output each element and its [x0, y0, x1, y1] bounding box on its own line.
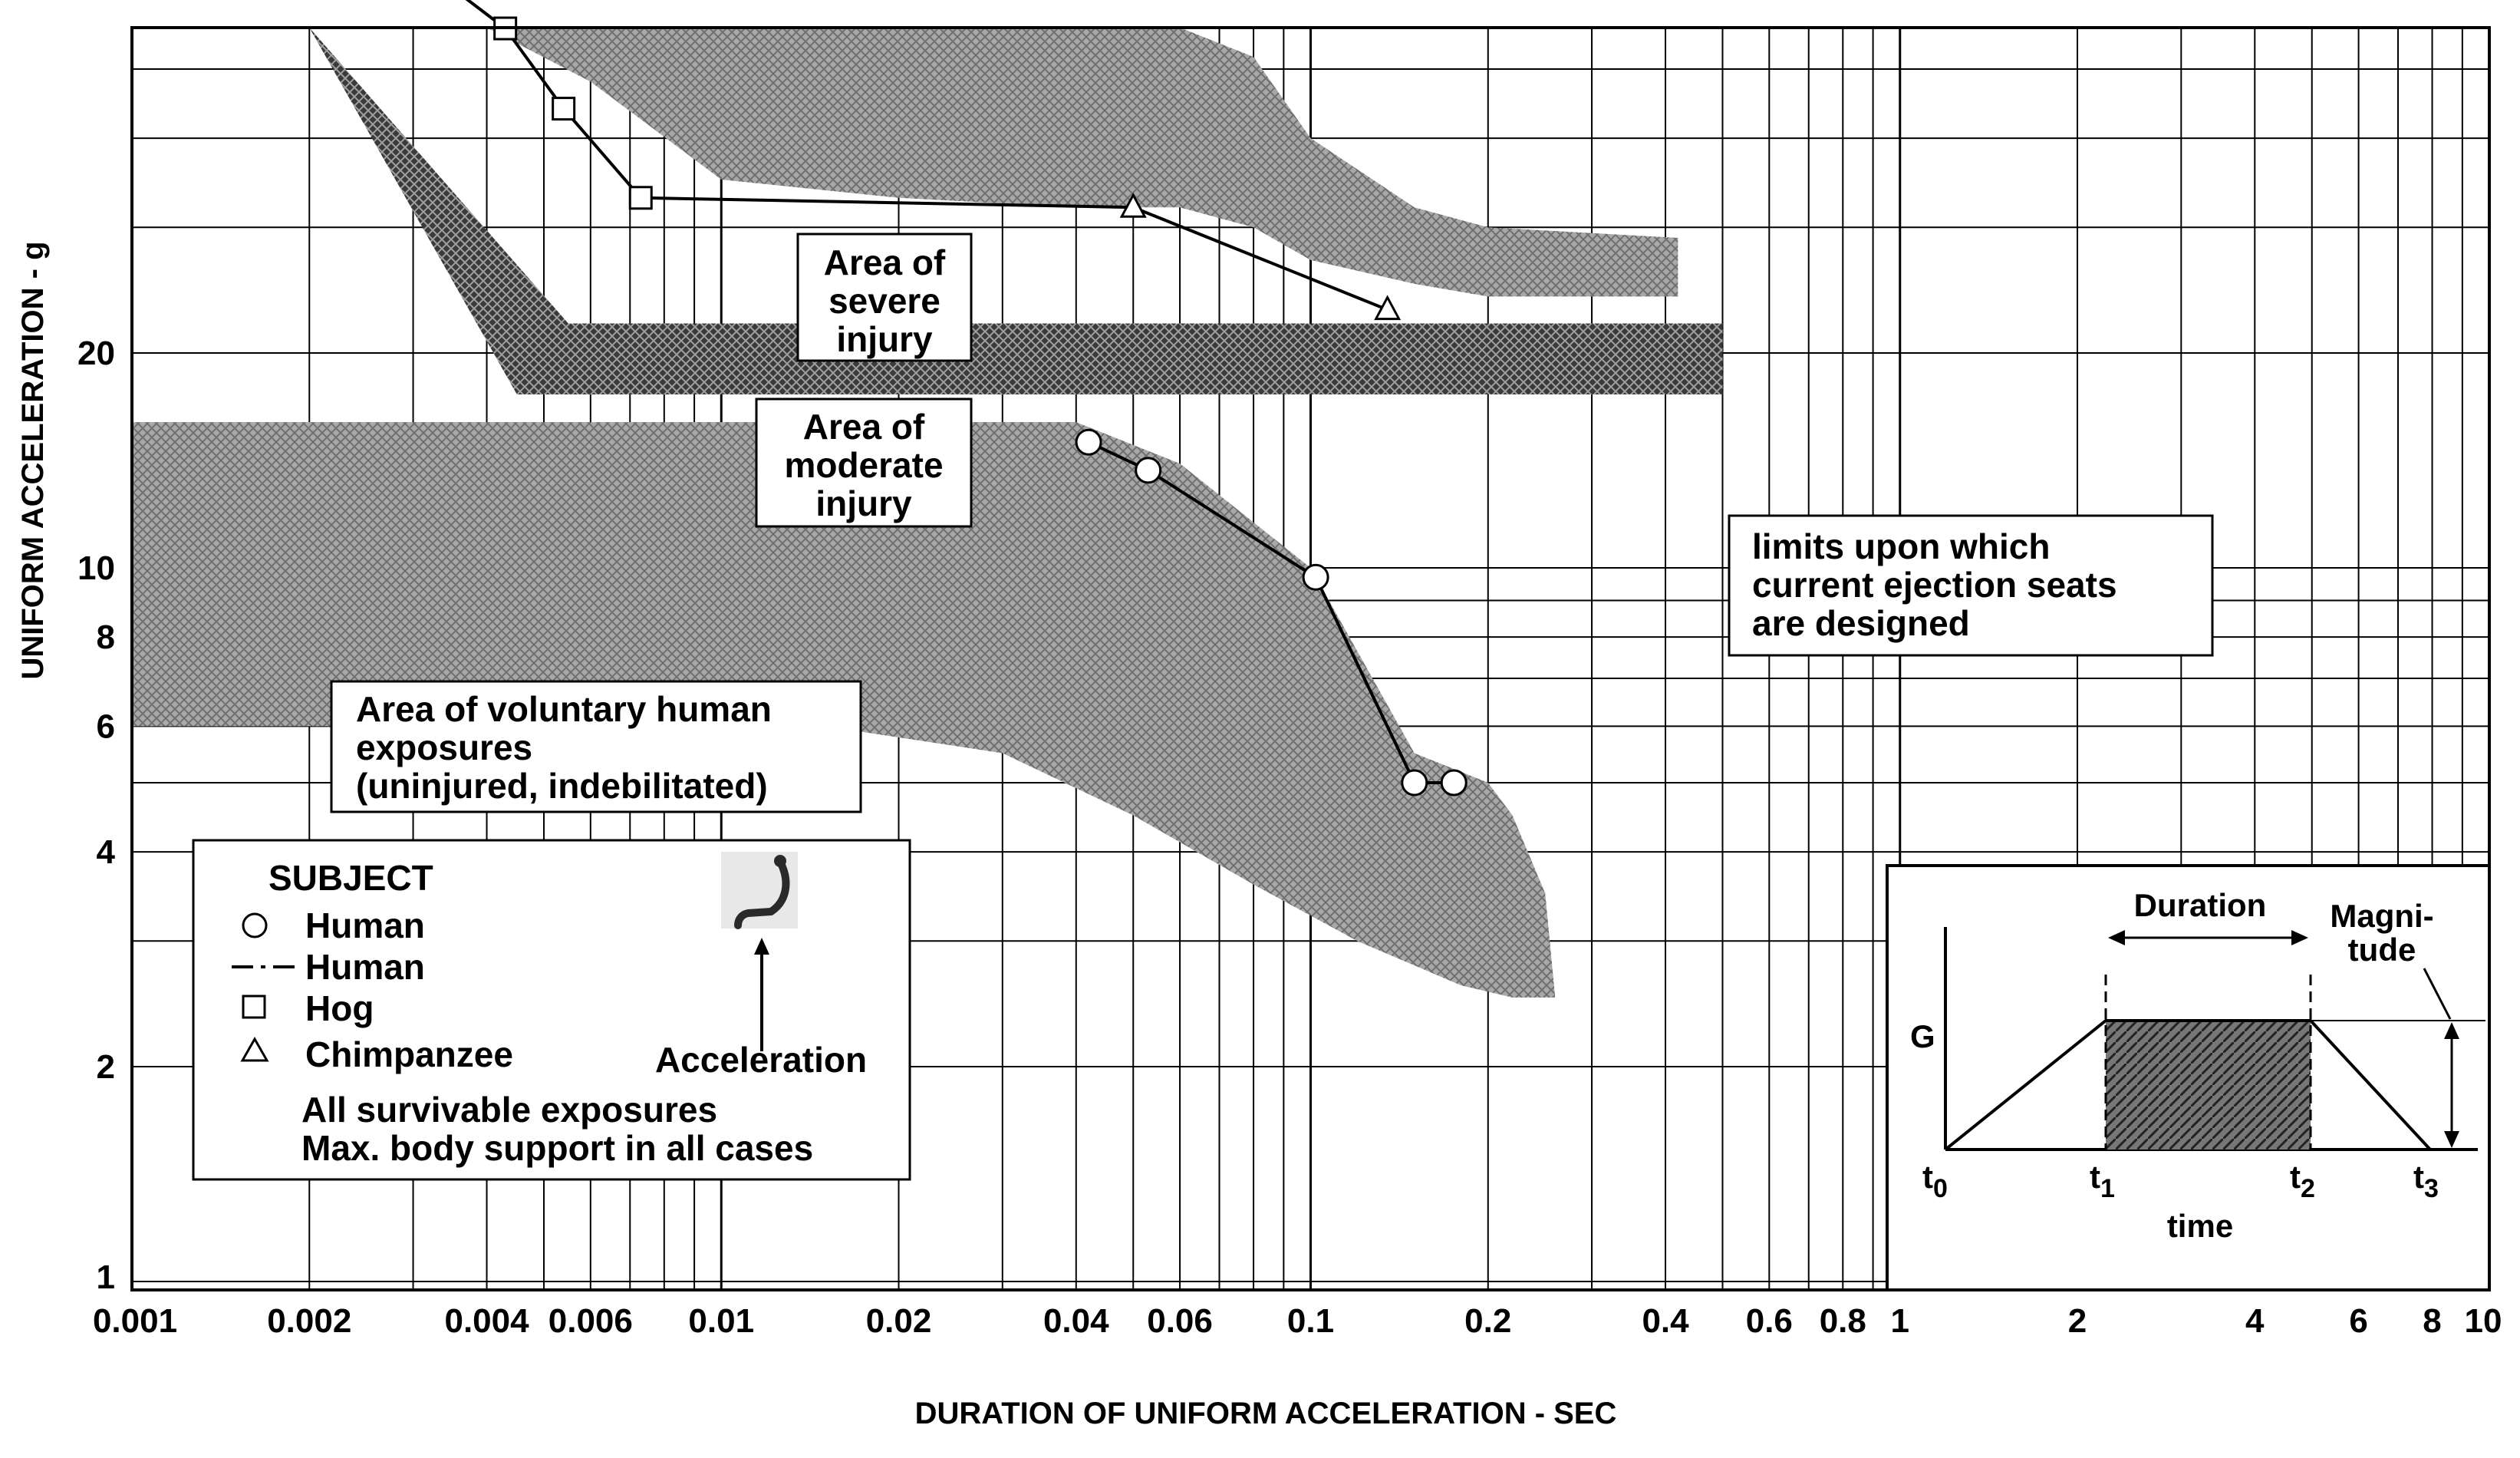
inset-duration-area [2106, 1021, 2311, 1150]
x-tick-label: 0.04 [1043, 1302, 1109, 1340]
x-tick-label: 8 [2423, 1302, 2441, 1340]
data-point-chimpanzee [1119, 193, 1147, 218]
legend-circle-icon [242, 912, 268, 938]
x-tick-label: 0.01 [688, 1302, 754, 1340]
region-severe-injury [321, 28, 1678, 297]
legend-label-hog: Hog [305, 988, 374, 1028]
svg-text:current ejection seats: current ejection seats [1752, 565, 2117, 605]
y-tick-labels: 1 2 4 6 8 10 20 [77, 335, 115, 1296]
y-tick-label: 2 [97, 1048, 115, 1086]
plot-frame [130, 26, 2491, 1291]
svg-text:exposures: exposures [356, 727, 532, 767]
legend: SUBJECT Human Human Hog Chimpanzee All s… [192, 839, 911, 1181]
inset-magnitude-arrowhead-top-icon [2444, 1022, 2459, 1039]
svg-text:Area of: Area of [824, 242, 946, 282]
svg-text:(uninjured, indebilitated): (uninjured, indebilitated) [356, 766, 768, 806]
legend-label-chimpanzee: Chimpanzee [305, 1034, 513, 1074]
annotation-ejection-seats: limits upon which current ejection seats… [1728, 514, 2214, 657]
data-point-hog [628, 186, 653, 210]
svg-text:severe: severe [828, 281, 940, 321]
x-tick-label: 6 [2349, 1302, 2367, 1340]
inset-t1-label: t1 [2090, 1159, 2115, 1203]
x-tick-label: 4 [2245, 1302, 2265, 1340]
x-tick-label: 0.02 [866, 1302, 932, 1340]
x-tick-label: 0.06 [1147, 1302, 1213, 1340]
annotation-severe-injury: Area of severe injury [796, 233, 973, 362]
x-axis-title: DURATION OF UNIFORM ACCELERATION - SEC [915, 1397, 1617, 1430]
acceleration-arrowhead-icon [754, 938, 769, 955]
y-tick-label: 4 [97, 833, 116, 871]
inset-pulse-diagram: Duration Magni- tude G time t0 t1 t2 t3 [1886, 864, 2491, 1291]
inset-magnitude-arrowhead-bottom-icon [2444, 1131, 2459, 1148]
legend-triangle-icon [240, 1036, 269, 1062]
svg-text:moderate: moderate [784, 445, 943, 485]
data-point-human [1302, 563, 1329, 591]
x-tick-label: 0.006 [548, 1302, 633, 1340]
seated-figure-icon [721, 852, 798, 929]
legend-square-icon [242, 995, 266, 1019]
legend-title: SUBJECT [268, 858, 433, 898]
legend-label-human-line: Human [305, 947, 425, 987]
x-tick-label: 0.4 [1642, 1302, 1689, 1340]
x-tick-label: 0.8 [1820, 1302, 1866, 1340]
svg-text:Area of voluntary human: Area of voluntary human [356, 689, 772, 729]
inset-g-label: G [1910, 1018, 1935, 1054]
y-tick-label: 10 [77, 549, 115, 587]
y-tick-label: 8 [97, 618, 115, 656]
legend-note-survivable: All survivable exposures [301, 1090, 717, 1130]
y-tick-label: 1 [97, 1258, 115, 1296]
y-tick-label: 20 [77, 335, 115, 372]
legend-label-human-circle: Human [305, 905, 425, 945]
data-point-human [1135, 457, 1162, 484]
inset-duration-arrowhead-left-icon [2108, 930, 2125, 945]
annotation-moderate-injury: Area of moderate injury [755, 397, 973, 528]
x-tick-label: 0.1 [1287, 1302, 1334, 1340]
inset-magnitude-pointer [2423, 968, 2452, 1020]
inset-magnitude-label-2: tude [2348, 932, 2416, 968]
x-tick-label: 0.6 [1746, 1302, 1793, 1340]
inset-t3-label: t3 [2413, 1159, 2439, 1203]
data-point-hog [552, 97, 576, 121]
x-tick-labels: 0.001 0.002 0.004 0.006 0.01 0.02 0.04 0.06 0.1 0… [93, 1302, 2502, 1340]
inset-time-label: time [2167, 1208, 2233, 1244]
x-tick-label: 0.001 [93, 1302, 177, 1340]
inset-magnitude-label-1: Magni- [2330, 898, 2433, 934]
svg-text:limits upon which: limits upon which [1752, 526, 2050, 566]
inset-duration-label: Duration [2134, 887, 2267, 923]
x-tick-label: 0.2 [1464, 1302, 1511, 1340]
inset-t0-label: t0 [1922, 1159, 1948, 1203]
series-line-connector [641, 196, 1134, 209]
inset-pulse-line [1944, 1019, 2432, 1151]
series-line-chimpanzee [1132, 206, 1388, 312]
y-axis-title: UNIFORM ACCELERATION - g [16, 241, 50, 679]
x-tick-label: 2 [2068, 1302, 2087, 1340]
annotation-voluntary-exposures: Area of voluntary human exposures (uninj… [330, 680, 862, 813]
inset-t2-label: t2 [2290, 1159, 2315, 1203]
y-tick-label: 6 [97, 708, 115, 745]
x-tick-label: 10 [2465, 1302, 2502, 1340]
x-tick-label: 0.002 [267, 1302, 351, 1340]
data-markers [493, 16, 1468, 797]
legend-note-body-support: Max. body support in all cases [301, 1128, 813, 1168]
svg-text:are designed: are designed [1752, 603, 1970, 643]
data-point-human [1075, 428, 1102, 456]
svg-text:Area of: Area of [803, 407, 925, 447]
svg-text:injury: injury [836, 319, 933, 359]
svg-text:injury: injury [815, 483, 912, 523]
x-tick-label: 0.004 [444, 1302, 529, 1340]
x-tick-label: 1 [1891, 1302, 1909, 1340]
region-ejection-seat-limits [309, 28, 1723, 394]
data-point-chimpanzee [1374, 295, 1402, 321]
acceleration-label: Acceleration [655, 1040, 867, 1080]
data-point-human [1440, 769, 1468, 797]
data-point-human [1401, 769, 1428, 797]
inset-duration-arrowhead-right-icon [2291, 930, 2308, 945]
